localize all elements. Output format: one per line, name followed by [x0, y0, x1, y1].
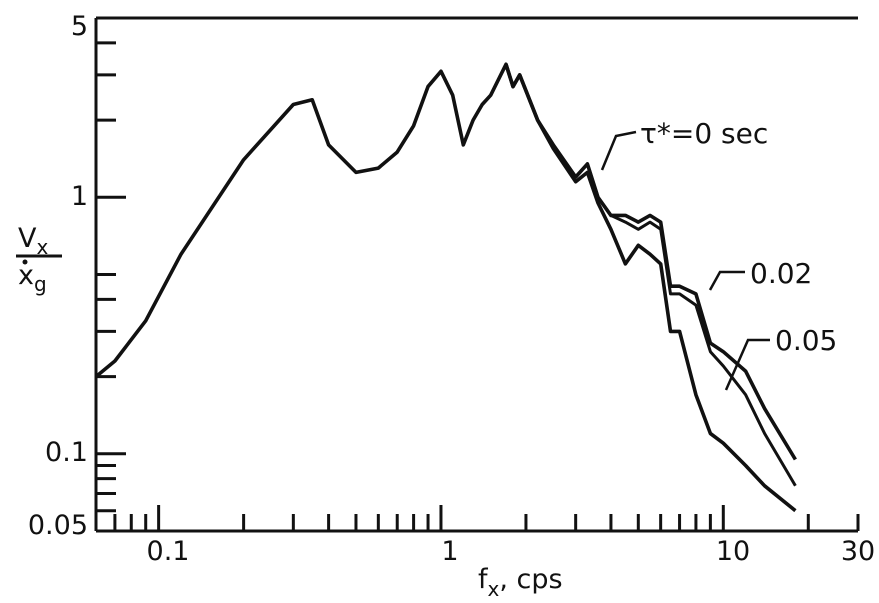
annotation-leader-tau-005: [724, 338, 770, 391]
x-tick-label: 10: [716, 536, 750, 567]
annotation-tau-002: 0.02: [750, 257, 812, 290]
x-axis-label: fx, cps: [478, 564, 563, 601]
y-tick-label: 0.05: [28, 510, 88, 541]
y-axis-label-dot-accent: [22, 259, 28, 265]
svg-text:Vx: Vx: [18, 223, 48, 259]
series-line-2: [504, 63, 797, 513]
annotation-tau-005: 0.05: [775, 324, 837, 357]
annotation-tau-0: τ*=0 sec: [640, 117, 768, 150]
annotation-leader-tau-0: [600, 130, 637, 171]
y-axis-label: Vx xg: [16, 223, 62, 296]
y-axis-label-denominator: x: [18, 260, 34, 291]
y-axis-label-numerator: V: [18, 223, 37, 254]
x-tick-label: 30: [841, 536, 875, 567]
y-axis-label-numerator-subscript: x: [36, 235, 48, 259]
y-tick-label: 0.1: [45, 437, 88, 468]
x-axis-label-main: f: [478, 564, 489, 595]
x-tick-label: 0.1: [147, 536, 190, 567]
svg-text:fx, cps: fx, cps: [478, 564, 563, 601]
y-tick-label: 1: [71, 181, 88, 212]
x-tick-label: 1: [441, 536, 458, 567]
svg-text:xg: xg: [18, 260, 47, 296]
y-tick-label: 5: [71, 11, 88, 42]
x-axis-label-unit: , cps: [499, 564, 562, 595]
annotation-leader-tau-002: [708, 270, 745, 291]
y-axis-label-denominator-subscript: g: [34, 272, 47, 296]
x-axis-label-subscript: x: [488, 577, 500, 601]
